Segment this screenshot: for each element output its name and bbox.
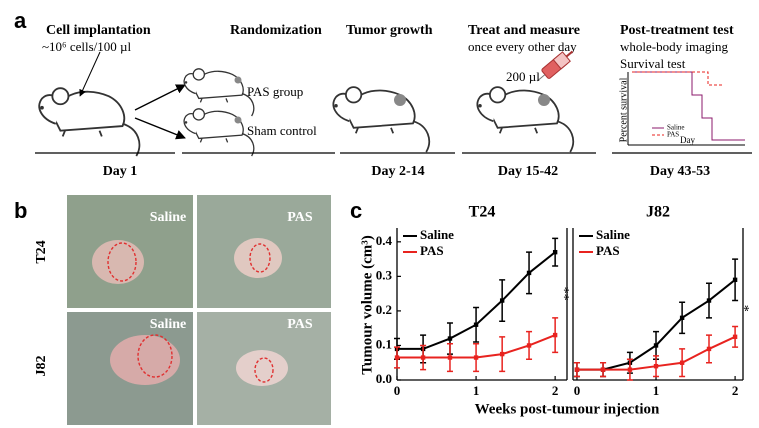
step-title: Treat and measure xyxy=(468,23,580,38)
day-label: Day 15-42 xyxy=(498,164,558,179)
marker xyxy=(420,355,426,360)
column-label: Saline xyxy=(150,210,187,225)
dose-label: 200 µl xyxy=(506,69,540,84)
mouse-illustration xyxy=(38,50,575,157)
y-tick-label: 0.0 xyxy=(376,371,392,386)
significance: * xyxy=(736,305,751,312)
marker xyxy=(447,336,453,341)
marker xyxy=(526,270,532,276)
legend-label: PAS xyxy=(420,243,444,258)
chart-title: T24 xyxy=(469,204,496,221)
marker xyxy=(600,367,606,372)
inset-legend: PAS xyxy=(667,131,679,139)
marker xyxy=(732,277,738,283)
x-tick-label: 1 xyxy=(653,383,660,398)
panel-label: c xyxy=(350,198,362,223)
marker xyxy=(552,249,558,255)
column-label: PAS xyxy=(287,210,313,225)
group-label: Sham control xyxy=(247,123,317,138)
panel-label: b xyxy=(14,198,27,223)
marker xyxy=(526,343,532,348)
marker xyxy=(679,315,685,321)
y-axis-label: Tumour volume (cm³) xyxy=(359,235,375,375)
chart-title: J82 xyxy=(646,204,670,221)
marker xyxy=(732,334,738,340)
marker xyxy=(653,363,659,369)
y-tick-label: 0.3 xyxy=(376,267,393,282)
marker xyxy=(574,367,580,372)
day-label: Day 2-14 xyxy=(371,164,424,179)
step-subtitle: Survival test xyxy=(620,56,686,71)
marker xyxy=(473,355,479,360)
legend-label: Saline xyxy=(596,227,630,242)
step-title: Randomization xyxy=(230,23,322,38)
marker xyxy=(679,360,685,365)
step-subtitle: ~10⁶ cells/100 µl xyxy=(42,39,131,54)
step-subtitle: whole-body imaging xyxy=(620,39,728,54)
step-title: Tumor growth xyxy=(346,23,433,38)
x-tick-label: 2 xyxy=(552,383,559,398)
x-tick-label: 0 xyxy=(394,383,401,398)
group-label: PAS group xyxy=(247,84,303,99)
row-label: T24 xyxy=(34,240,49,263)
photo-grid xyxy=(67,195,331,425)
step-subtitle: once every other day xyxy=(468,39,577,54)
column-label: Saline xyxy=(150,317,187,332)
legend-label: PAS xyxy=(596,243,620,258)
step-title: Cell implantation xyxy=(46,23,151,38)
marker xyxy=(627,367,633,372)
inset-xlabel: Day xyxy=(680,135,695,145)
x-tick-label: 2 xyxy=(732,383,739,398)
inset-ylabel: Percent survival xyxy=(618,77,629,142)
step-title: Post-treatment test xyxy=(620,23,734,38)
legend-label: Saline xyxy=(420,227,454,242)
inset-legend: Saline xyxy=(667,124,685,132)
day-label: Day 1 xyxy=(103,164,138,179)
column-label: PAS xyxy=(287,317,313,332)
y-tick-label: 0.2 xyxy=(376,302,392,317)
x-tick-label: 0 xyxy=(574,383,581,398)
panel-label: a xyxy=(14,8,27,33)
x-tick-label: 1 xyxy=(473,383,480,398)
marker xyxy=(447,355,453,360)
y-tick-label: 0.4 xyxy=(376,233,393,248)
marker xyxy=(552,332,558,338)
row-label: J82 xyxy=(34,356,49,377)
significance: ** xyxy=(556,287,571,301)
marker xyxy=(499,298,505,303)
y-tick-label: 0.1 xyxy=(376,336,392,351)
marker xyxy=(473,322,479,327)
survival-inset xyxy=(627,71,745,146)
marker xyxy=(394,355,400,360)
marker xyxy=(706,346,712,352)
marker xyxy=(706,298,712,303)
x-axis-label: Weeks post-tumour injection xyxy=(475,401,660,417)
marker xyxy=(499,351,505,357)
marker xyxy=(653,343,659,348)
day-label: Day 43-53 xyxy=(650,164,710,179)
